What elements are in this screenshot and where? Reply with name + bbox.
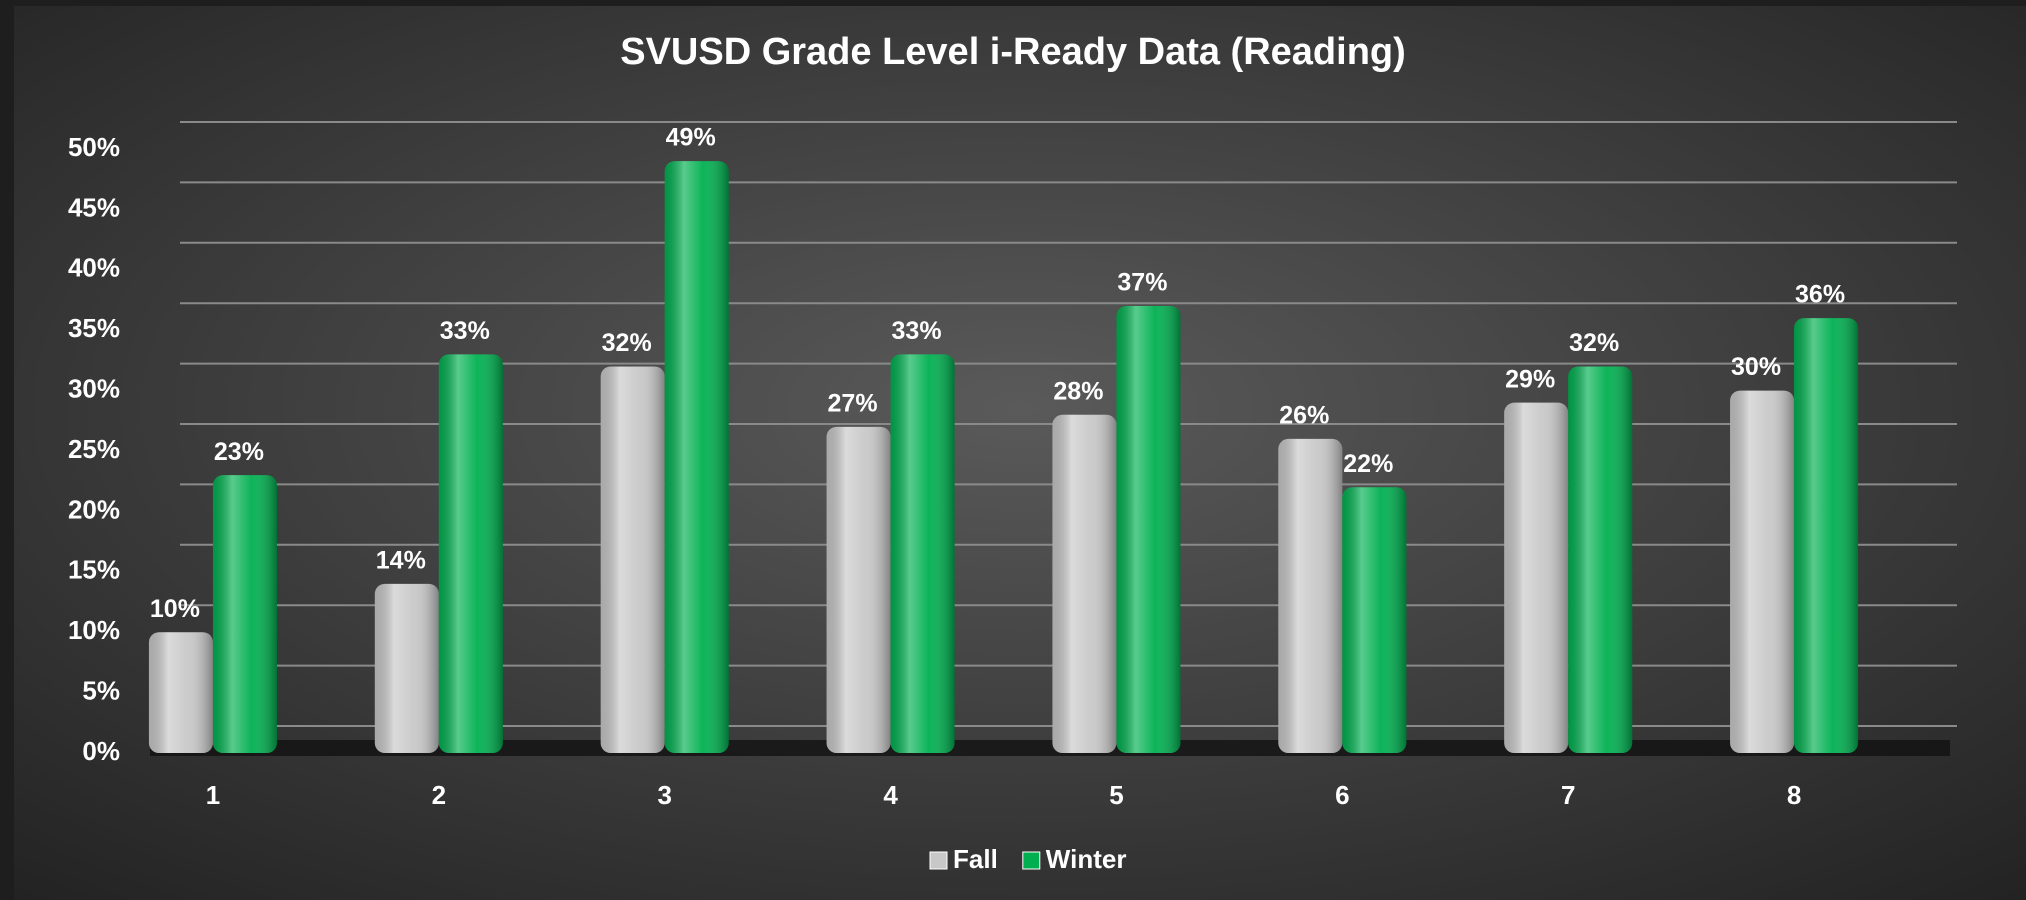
chart-title: SVUSD Grade Level i-Ready Data (Reading) bbox=[620, 31, 1406, 73]
legend-swatch bbox=[929, 851, 948, 870]
bar-shading bbox=[1342, 487, 1407, 753]
bar-shading bbox=[212, 475, 277, 753]
data-label: 23% bbox=[214, 438, 264, 466]
data-label: 33% bbox=[892, 317, 942, 345]
bar-shading bbox=[374, 583, 439, 753]
bar-shading bbox=[890, 354, 955, 753]
x-tick-label: 2 bbox=[432, 780, 446, 810]
bar-shading bbox=[1794, 318, 1859, 753]
data-label: 26% bbox=[1279, 402, 1329, 430]
data-label: 29% bbox=[1505, 365, 1555, 393]
data-label: 27% bbox=[828, 389, 878, 417]
bar-shading bbox=[1568, 366, 1633, 753]
data-label: 32% bbox=[602, 329, 652, 357]
y-tick-label: 50% bbox=[68, 132, 120, 162]
data-label: 22% bbox=[1343, 450, 1393, 478]
y-tick-label: 40% bbox=[68, 253, 120, 283]
y-tick-label: 30% bbox=[68, 373, 120, 403]
data-label: 36% bbox=[1795, 281, 1845, 309]
legend-swatch bbox=[1022, 851, 1041, 870]
legend-label: Winter bbox=[1046, 844, 1127, 874]
y-tick-label: 25% bbox=[68, 434, 120, 464]
bar-shading bbox=[1504, 402, 1569, 753]
data-label: 28% bbox=[1053, 377, 1103, 405]
x-tick-label: 1 bbox=[206, 780, 220, 810]
chart-background bbox=[14, 6, 2026, 900]
bar-shading bbox=[664, 161, 729, 753]
x-tick-label: 6 bbox=[1335, 780, 1349, 810]
y-tick-label: 0% bbox=[82, 736, 120, 766]
data-label: 30% bbox=[1731, 353, 1781, 381]
bar-shading bbox=[148, 632, 213, 753]
floor bbox=[150, 740, 1950, 756]
y-tick-label: 20% bbox=[68, 494, 120, 524]
bar-shading bbox=[600, 366, 665, 753]
x-tick-label: 4 bbox=[883, 780, 898, 810]
bar-shading bbox=[1116, 306, 1181, 753]
bar-shading bbox=[1730, 390, 1795, 753]
x-tick-label: 7 bbox=[1561, 780, 1575, 810]
y-tick-label: 45% bbox=[68, 192, 120, 222]
bar-shading bbox=[1278, 438, 1343, 753]
data-label: 49% bbox=[666, 124, 716, 152]
legend-label: Fall bbox=[953, 844, 998, 874]
y-tick-label: 5% bbox=[82, 675, 120, 705]
bar-shading bbox=[826, 426, 891, 753]
x-tick-label: 3 bbox=[657, 780, 671, 810]
y-tick-label: 15% bbox=[68, 555, 120, 585]
y-tick-label: 35% bbox=[68, 313, 120, 343]
data-label: 10% bbox=[150, 595, 200, 623]
y-tick-label: 10% bbox=[68, 615, 120, 645]
data-label: 14% bbox=[376, 546, 426, 574]
bar-shading bbox=[438, 354, 503, 753]
x-tick-label: 8 bbox=[1787, 780, 1801, 810]
data-label: 37% bbox=[1117, 269, 1167, 297]
data-label: 33% bbox=[440, 317, 490, 345]
data-label: 32% bbox=[1569, 329, 1619, 357]
bar-shading bbox=[1052, 414, 1117, 753]
x-tick-label: 5 bbox=[1109, 780, 1123, 810]
